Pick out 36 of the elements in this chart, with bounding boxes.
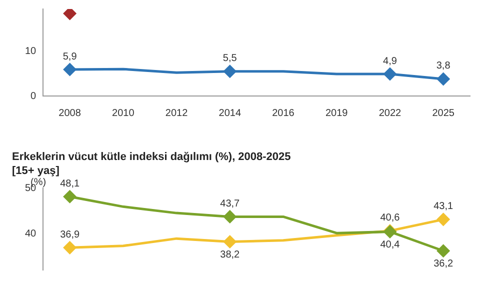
x-tick-label: 2025 — [432, 108, 455, 119]
x-tick-label: 2010 — [112, 108, 135, 119]
data-label: 5,9 — [62, 51, 78, 62]
point — [437, 213, 450, 226]
data-label: 5,5 — [222, 53, 238, 64]
point — [224, 210, 236, 223]
point — [384, 68, 396, 80]
data-label: 43,1 — [434, 201, 454, 212]
data-label: 4,9 — [383, 56, 398, 67]
point — [224, 236, 236, 248]
data-label: 3,8 — [436, 60, 451, 72]
point — [64, 190, 76, 203]
point — [437, 72, 450, 86]
point — [64, 9, 76, 20]
data-label: 40,6 — [380, 212, 400, 224]
data-label: 40,4 — [380, 239, 400, 250]
x-tick-label: 2022 — [378, 108, 402, 119]
x-tick-label: 2019 — [325, 108, 348, 119]
y-tick-label: 0 — [30, 90, 37, 102]
chart-subtitle: [15+ yaş] — [12, 164, 60, 178]
data-label: 36,9 — [60, 229, 80, 240]
x-tick-label: 2012 — [165, 108, 188, 119]
y-tick-label: 10 — [25, 46, 37, 57]
point — [64, 63, 76, 76]
chart-title: Erkeklerin vücut kütle indeksi dağılımı (%), 2008-2025 — [12, 150, 292, 164]
x-tick-label: 2008 — [58, 108, 82, 119]
x-tick-label: 2014 — [218, 108, 242, 119]
y-tick-label: 40 — [25, 228, 37, 240]
data-label: 48,1 — [60, 178, 80, 190]
x-tick-label: 2016 — [272, 108, 295, 119]
data-label: 38,2 — [220, 250, 240, 261]
data-label: 36,2 — [434, 258, 454, 270]
point — [64, 241, 76, 254]
point — [437, 244, 450, 258]
data-label: 43,7 — [220, 198, 240, 210]
point — [224, 65, 236, 78]
